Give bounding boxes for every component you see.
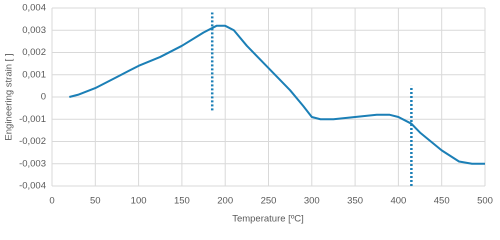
y-tick-label: 0 bbox=[41, 92, 46, 103]
y-tick-label: 0,002 bbox=[22, 47, 46, 58]
x-axis-title: Temperature [ºC] bbox=[232, 214, 304, 225]
data-line bbox=[69, 24, 485, 165]
x-tick-label: 350 bbox=[347, 196, 363, 207]
y-tick-label: -0,001 bbox=[19, 114, 46, 125]
x-tick-label: 150 bbox=[174, 196, 190, 207]
y-tick-label: 0,004 bbox=[22, 3, 46, 14]
x-tick-label: 50 bbox=[90, 196, 101, 207]
x-tick-label: 450 bbox=[434, 196, 450, 207]
x-tick-label: 400 bbox=[390, 196, 406, 207]
y-tick-label: -0,004 bbox=[19, 181, 46, 192]
y-tick-label: -0,003 bbox=[19, 158, 46, 169]
y-axis-title: Engineering strain [ ] bbox=[4, 53, 15, 140]
x-tick-label: 300 bbox=[304, 196, 320, 207]
y-tick-label: 0,003 bbox=[22, 25, 46, 36]
x-tick-label: 0 bbox=[49, 196, 54, 207]
y-tick-label: 0,001 bbox=[22, 69, 46, 80]
x-tick-label: 200 bbox=[217, 196, 233, 207]
chart: Temperature [ºC] Engineering strain [ ] … bbox=[4, 3, 493, 225]
x-tick-label: 500 bbox=[477, 196, 493, 207]
x-tick-label: 250 bbox=[261, 196, 277, 207]
y-tick-label: -0,002 bbox=[19, 136, 46, 147]
x-tick-label: 100 bbox=[131, 196, 147, 207]
